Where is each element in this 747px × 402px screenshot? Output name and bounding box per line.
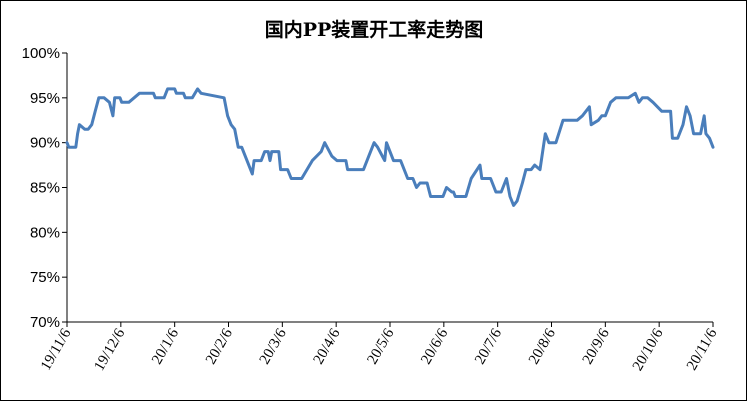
y-tick-label: 90% xyxy=(30,135,60,152)
x-tick-label: 19/12/6 xyxy=(92,326,129,374)
x-tick-label: 19/11/6 xyxy=(38,326,75,374)
chart-title: 国内PP装置开工率走势图 xyxy=(265,18,484,41)
x-tick-label: 20/3/6 xyxy=(257,326,290,368)
series-group xyxy=(65,87,715,207)
y-axis: 70% 75% 80% 85% 90% 95% 100% xyxy=(22,45,68,331)
y-tick-label: 75% xyxy=(30,269,60,286)
x-tick-label: 20/6/6 xyxy=(418,326,451,368)
y-tick-label: 85% xyxy=(30,180,60,197)
x-tick-label: 20/1/6 xyxy=(149,326,182,368)
x-tick-label: 20/7/6 xyxy=(472,326,505,368)
x-tick-label: 20/8/6 xyxy=(526,326,559,368)
x-axis: 19/11/6 19/12/6 20/1/6 20/2/6 20/3/6 20/4/6 20… xyxy=(38,321,721,374)
x-tick-label: 20/4/6 xyxy=(311,326,344,368)
x-tick-label: 20/5/6 xyxy=(364,326,397,368)
y-tick-label: 95% xyxy=(30,90,60,107)
x-tick-label: 20/11/6 xyxy=(684,326,721,374)
y-tick-label: 80% xyxy=(30,224,60,241)
y-tick-label: 70% xyxy=(30,314,60,331)
series-line xyxy=(65,87,715,207)
x-tick-label: 20/9/6 xyxy=(580,326,613,368)
x-tick-label: 20/2/6 xyxy=(203,326,236,368)
y-tick-label: 100% xyxy=(22,45,60,62)
x-tick-label: 20/10/6 xyxy=(630,326,667,374)
